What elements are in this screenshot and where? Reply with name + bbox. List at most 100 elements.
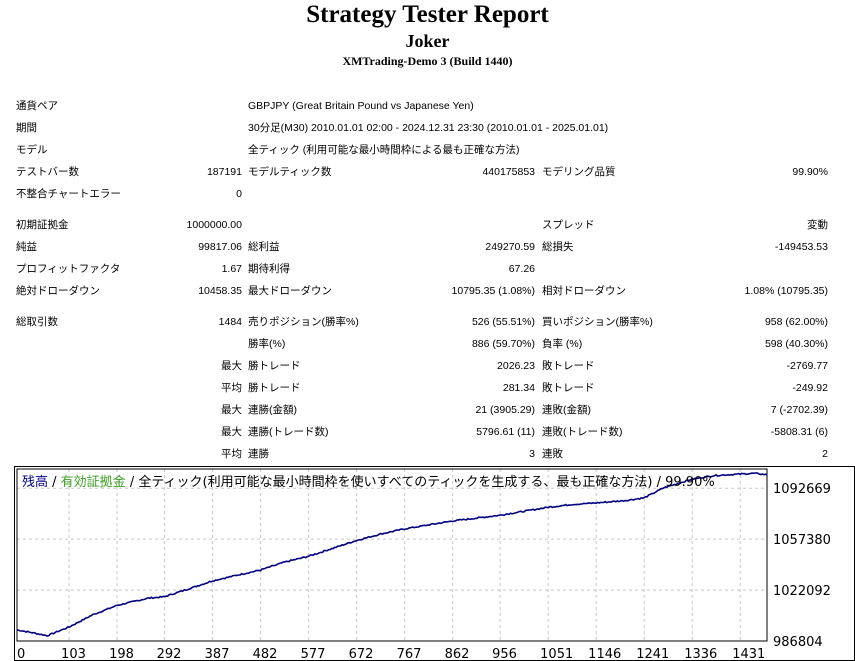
spread-value: 変動 <box>807 219 828 231</box>
x-tick-label: 767 <box>397 647 422 661</box>
x-tick-label: 577 <box>301 647 326 661</box>
max-consec-losses-label: 連敗(金額) <box>542 404 591 416</box>
x-tick-label: 672 <box>349 647 374 661</box>
quality-value: 99.90% <box>792 166 828 178</box>
x-tick-label: 956 <box>492 647 517 661</box>
avg-consec-losses-value: 2 <box>822 448 828 460</box>
long-positions-label: 買いポジション(勝率%) <box>542 316 653 328</box>
y-tick-label: 1092669 <box>773 482 831 497</box>
relative-drawdown-value: 1.08% (10795.35) <box>744 285 828 297</box>
max-consec-prefix: 最大 <box>221 404 242 416</box>
max-consec-losses-value: 7 (-2702.39) <box>770 404 828 416</box>
max-consec-profit-value: 5796.61 (11) <box>476 426 535 438</box>
report-title: Strategy Tester Report <box>306 1 549 28</box>
quality-label: モデリング品質 <box>542 166 616 178</box>
short-positions-label: 売りポジション(勝率%) <box>248 316 359 328</box>
expected-payoff-value: 67.26 <box>508 263 535 275</box>
max-consec-wins-value: 21 (3905.29) <box>475 404 535 416</box>
y-tick-label: 986804 <box>773 635 823 650</box>
ticks-label: モデルティック数 <box>248 166 332 178</box>
profit-factor-value: 1.67 <box>221 263 242 275</box>
avg-consec-prefix: 平均 <box>221 448 242 460</box>
largest-win-value: 2026.23 <box>497 360 535 372</box>
gross-profit-value: 249270.59 <box>485 241 535 253</box>
absolute-drawdown-value: 10458.35 <box>198 285 242 297</box>
profit-trades-label: 勝率(%) <box>248 338 286 350</box>
largest-loss-value: -2769.77 <box>786 360 828 372</box>
legend-equity: 有効証拠金 <box>61 474 126 490</box>
y-tick-label: 1057380 <box>773 533 831 548</box>
average-loss-value: -249.92 <box>792 382 828 394</box>
loss-trades-label: 負率 (%) <box>542 338 583 350</box>
x-tick-label: 103 <box>61 647 86 661</box>
largest-loss-label: 敗トレード <box>542 360 595 372</box>
balance-series-line <box>16 472 768 637</box>
gross-profit-label: 総利益 <box>248 241 280 253</box>
largest-win-label: 勝トレード <box>248 360 301 372</box>
average-loss-label: 敗トレード <box>542 382 595 394</box>
x-tick-label: 1051 <box>540 647 573 661</box>
absolute-drawdown-label: 絶対ドローダウン <box>16 285 100 297</box>
max-consec-loss-value: -5808.31 (6) <box>770 426 828 438</box>
deposit-value: 1000000.00 <box>186 219 242 231</box>
profit-factor-label: プロフィットファクタ <box>16 263 121 275</box>
x-tick-label: 1336 <box>684 647 717 661</box>
gross-loss-label: 総損失 <box>542 241 574 253</box>
relative-drawdown-label: 相対ドローダウン <box>542 285 626 297</box>
bars-value: 187191 <box>206 166 242 178</box>
chart-legend: 残高 / 有効証拠金 / 全ティック(利用可能な最小時間枠を使いすべてのティック… <box>22 474 715 490</box>
avg-consec-losses-label: 連敗 <box>542 448 563 460</box>
symbol-label: 通貨ペア <box>16 100 58 112</box>
gross-loss-value: -149453.53 <box>774 241 828 253</box>
average-prefix: 平均 <box>221 382 242 394</box>
expected-payoff-label: 期待利得 <box>248 263 290 275</box>
net-profit-value: 99817.06 <box>198 241 242 253</box>
plot-area-border <box>16 468 768 642</box>
max-consec-wins-label: 連勝(金額) <box>248 404 297 416</box>
net-profit-label: 純益 <box>16 241 37 253</box>
average-win-value: 281.34 <box>502 382 535 394</box>
deposit-label: 初期証拠金 <box>16 219 69 231</box>
chart-frame <box>14 466 855 661</box>
legend-model: / 全ティック(利用可能な最小時間枠を使いすべてのティックを生成する、最も正確な… <box>126 474 715 490</box>
ea-name: Joker <box>405 31 450 51</box>
period-label: 期間 <box>16 122 37 134</box>
x-tick-label: 1146 <box>588 647 621 661</box>
maximal-drawdown-label: 最大ドローダウン <box>248 285 332 297</box>
legend-separator: / <box>48 475 61 490</box>
period-value: 30分足(M30) 2010.01.01 02:00 - 2024.12.31 … <box>248 122 609 134</box>
x-tick-label: 292 <box>157 647 182 661</box>
x-tick-label: 1241 <box>636 647 669 661</box>
x-tick-label: 482 <box>253 647 278 661</box>
profit-trades-value: 886 (59.70%) <box>471 338 535 350</box>
short-positions-value: 526 (55.51%) <box>471 316 535 328</box>
average-win-label: 勝トレード <box>248 382 301 394</box>
symbol-value: GBPJPY (Great Britain Pound vs Japanese … <box>248 100 474 112</box>
model-label: モデル <box>16 144 48 156</box>
spread-label: スプレッド <box>542 219 595 231</box>
max-consec-profit-label: 連勝(トレード数) <box>248 426 329 438</box>
largest-prefix: 最大 <box>221 360 242 372</box>
x-tick-label: 198 <box>109 647 134 661</box>
avg-consec-wins-value: 3 <box>529 448 535 460</box>
long-positions-value: 958 (62.00%) <box>764 316 828 328</box>
max-consec-loss-label: 連敗(トレード数) <box>542 426 623 438</box>
y-axis-ticks: 1092669 1057380 1022092 986804 <box>773 482 831 650</box>
avg-consec-wins-label: 連勝 <box>248 448 269 460</box>
legend-balance: 残高 <box>22 474 48 490</box>
errors-label: 不整合チャートエラー <box>16 188 121 200</box>
errors-value: 0 <box>236 188 242 200</box>
x-axis-ticks: 0 103 198 292 387 482 577 672 767 862 956 1051 1146 1… <box>17 647 765 661</box>
y-tick-label: 1022092 <box>773 584 831 599</box>
x-tick-label: 0 <box>17 647 25 661</box>
loss-trades-value: 598 (40.30%) <box>764 338 828 350</box>
x-tick-label: 862 <box>445 647 470 661</box>
model-value: 全ティック (利用可能な最小時間枠による最も正確な方法) <box>248 144 520 156</box>
total-trades-value: 1484 <box>218 316 242 328</box>
bars-label: テストバー数 <box>16 166 79 178</box>
ticks-value: 440175853 <box>482 166 535 178</box>
x-tick-label: 387 <box>205 647 230 661</box>
x-tick-label: 1431 <box>732 647 765 661</box>
server-build: XMTrading-Demo 3 (Build 1440) <box>342 54 513 68</box>
total-trades-label: 総取引数 <box>16 316 58 328</box>
